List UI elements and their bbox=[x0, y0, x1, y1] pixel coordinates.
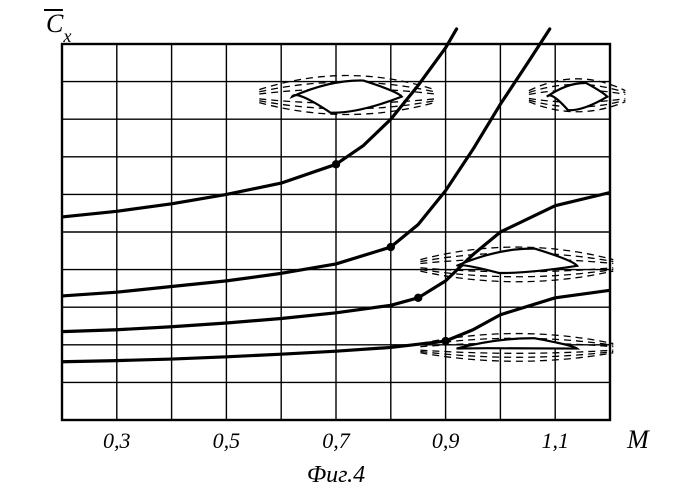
x-tick-label: 0,9 bbox=[432, 428, 460, 453]
x-tick-label: 1,1 bbox=[541, 428, 569, 453]
figure-caption: Фиг.4 bbox=[307, 462, 365, 488]
x-axis-label: M bbox=[626, 425, 650, 454]
chart-background bbox=[0, 0, 675, 500]
curve-1-top-marker bbox=[332, 160, 340, 168]
curve-2-marker bbox=[387, 243, 395, 251]
curve-3-marker bbox=[414, 294, 422, 302]
x-tick-label: 0,3 bbox=[103, 428, 131, 453]
drag-rise-chart: 0,30,50,70,91,1MCxФиг.4 bbox=[0, 0, 675, 500]
x-tick-label: 0,7 bbox=[322, 428, 351, 453]
x-tick-label: 0,5 bbox=[213, 428, 241, 453]
